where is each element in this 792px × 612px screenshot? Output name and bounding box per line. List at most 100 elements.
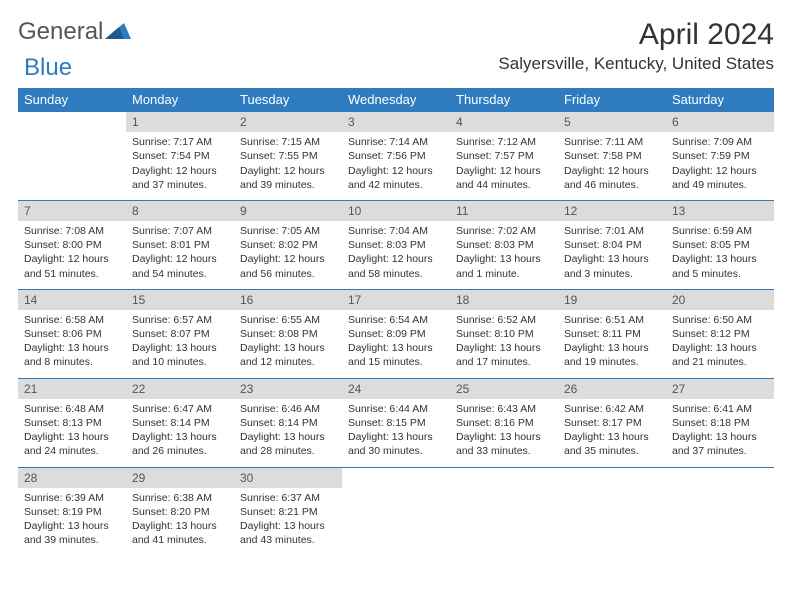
day-content-cell: Sunrise: 7:01 AMSunset: 8:04 PMDaylight:… (558, 221, 666, 289)
day-d2: and 26 minutes. (132, 444, 228, 458)
day-number-cell: 27 (666, 378, 774, 399)
day-ss: Sunset: 8:11 PM (564, 327, 660, 341)
day-ss: Sunset: 8:01 PM (132, 238, 228, 252)
day-sr: Sunrise: 7:02 AM (456, 224, 552, 238)
day-d1: Daylight: 12 hours (240, 164, 336, 178)
day-number-cell: 19 (558, 289, 666, 310)
day-d1: Daylight: 13 hours (348, 430, 444, 444)
day-content-cell: Sunrise: 7:09 AMSunset: 7:59 PMDaylight:… (666, 132, 774, 200)
day-content-row: Sunrise: 7:17 AMSunset: 7:54 PMDaylight:… (18, 132, 774, 200)
day-number-cell: 18 (450, 289, 558, 310)
day-d1: Daylight: 13 hours (240, 341, 336, 355)
day-d2: and 3 minutes. (564, 267, 660, 281)
day-d2: and 10 minutes. (132, 355, 228, 369)
day-number-cell: 24 (342, 378, 450, 399)
day-content-cell: Sunrise: 6:44 AMSunset: 8:15 PMDaylight:… (342, 399, 450, 467)
day-d2: and 37 minutes. (672, 444, 768, 458)
day-number-cell: 4 (450, 112, 558, 133)
day-content-cell: Sunrise: 7:02 AMSunset: 8:03 PMDaylight:… (450, 221, 558, 289)
day-sr: Sunrise: 6:54 AM (348, 313, 444, 327)
day-d2: and 21 minutes. (672, 355, 768, 369)
day-number-row: 21222324252627 (18, 378, 774, 399)
day-d1: Daylight: 12 hours (348, 252, 444, 266)
day-ss: Sunset: 8:19 PM (24, 505, 120, 519)
logo-text-blue: Blue (24, 54, 72, 82)
day-number-cell (558, 467, 666, 488)
day-d2: and 44 minutes. (456, 178, 552, 192)
day-content-row: Sunrise: 6:58 AMSunset: 8:06 PMDaylight:… (18, 310, 774, 378)
day-ss: Sunset: 8:00 PM (24, 238, 120, 252)
day-d1: Daylight: 12 hours (672, 164, 768, 178)
day-content-cell (342, 488, 450, 556)
day-content-cell: Sunrise: 6:50 AMSunset: 8:12 PMDaylight:… (666, 310, 774, 378)
day-d2: and 5 minutes. (672, 267, 768, 281)
day-ss: Sunset: 8:08 PM (240, 327, 336, 341)
day-content-cell: Sunrise: 7:15 AMSunset: 7:55 PMDaylight:… (234, 132, 342, 200)
day-number-cell: 16 (234, 289, 342, 310)
day-d1: Daylight: 13 hours (24, 519, 120, 533)
day-d2: and 41 minutes. (132, 533, 228, 547)
day-d2: and 58 minutes. (348, 267, 444, 281)
day-d2: and 49 minutes. (672, 178, 768, 192)
day-number-cell: 15 (126, 289, 234, 310)
day-sr: Sunrise: 6:47 AM (132, 402, 228, 416)
day-d2: and 28 minutes. (240, 444, 336, 458)
day-sr: Sunrise: 6:41 AM (672, 402, 768, 416)
day-d2: and 43 minutes. (240, 533, 336, 547)
day-d2: and 37 minutes. (132, 178, 228, 192)
day-number-cell: 17 (342, 289, 450, 310)
day-d1: Daylight: 13 hours (132, 341, 228, 355)
day-d1: Daylight: 13 hours (348, 341, 444, 355)
day-number-cell: 5 (558, 112, 666, 133)
day-sr: Sunrise: 6:42 AM (564, 402, 660, 416)
day-ss: Sunset: 7:56 PM (348, 149, 444, 163)
day-d1: Daylight: 12 hours (456, 164, 552, 178)
day-number-cell: 1 (126, 112, 234, 133)
day-sr: Sunrise: 6:55 AM (240, 313, 336, 327)
day-d2: and 8 minutes. (24, 355, 120, 369)
day-sr: Sunrise: 6:48 AM (24, 402, 120, 416)
day-number-cell: 2 (234, 112, 342, 133)
day-d1: Daylight: 13 hours (240, 430, 336, 444)
day-sr: Sunrise: 7:08 AM (24, 224, 120, 238)
day-number-cell: 22 (126, 378, 234, 399)
day-number-cell: 13 (666, 200, 774, 221)
day-content-cell: Sunrise: 6:51 AMSunset: 8:11 PMDaylight:… (558, 310, 666, 378)
weekday-header: Tuesday (234, 88, 342, 112)
day-number-row: 78910111213 (18, 200, 774, 221)
day-number-cell: 9 (234, 200, 342, 221)
day-content-cell: Sunrise: 6:57 AMSunset: 8:07 PMDaylight:… (126, 310, 234, 378)
title-block: April 2024 Salyersville, Kentucky, Unite… (498, 18, 774, 74)
day-number-cell: 23 (234, 378, 342, 399)
day-number-cell: 12 (558, 200, 666, 221)
day-number-row: 14151617181920 (18, 289, 774, 310)
day-number-cell (450, 467, 558, 488)
day-d1: Daylight: 13 hours (456, 430, 552, 444)
day-sr: Sunrise: 6:51 AM (564, 313, 660, 327)
day-content-cell: Sunrise: 6:43 AMSunset: 8:16 PMDaylight:… (450, 399, 558, 467)
day-ss: Sunset: 8:04 PM (564, 238, 660, 252)
day-d1: Daylight: 12 hours (132, 252, 228, 266)
day-content-cell: Sunrise: 7:08 AMSunset: 8:00 PMDaylight:… (18, 221, 126, 289)
day-ss: Sunset: 8:14 PM (132, 416, 228, 430)
day-number-cell: 8 (126, 200, 234, 221)
day-d1: Daylight: 13 hours (132, 519, 228, 533)
day-d2: and 51 minutes. (24, 267, 120, 281)
day-content-cell (450, 488, 558, 556)
day-ss: Sunset: 8:07 PM (132, 327, 228, 341)
day-content-cell: Sunrise: 6:59 AMSunset: 8:05 PMDaylight:… (666, 221, 774, 289)
day-ss: Sunset: 8:02 PM (240, 238, 336, 252)
weekday-header: Saturday (666, 88, 774, 112)
day-ss: Sunset: 8:13 PM (24, 416, 120, 430)
day-ss: Sunset: 8:12 PM (672, 327, 768, 341)
location: Salyersville, Kentucky, United States (498, 54, 774, 74)
day-d1: Daylight: 13 hours (564, 341, 660, 355)
day-ss: Sunset: 8:03 PM (348, 238, 444, 252)
day-d2: and 1 minute. (456, 267, 552, 281)
weekday-header: Thursday (450, 88, 558, 112)
day-sr: Sunrise: 7:14 AM (348, 135, 444, 149)
day-sr: Sunrise: 7:17 AM (132, 135, 228, 149)
weekday-header: Monday (126, 88, 234, 112)
day-number-cell: 29 (126, 467, 234, 488)
day-ss: Sunset: 8:16 PM (456, 416, 552, 430)
